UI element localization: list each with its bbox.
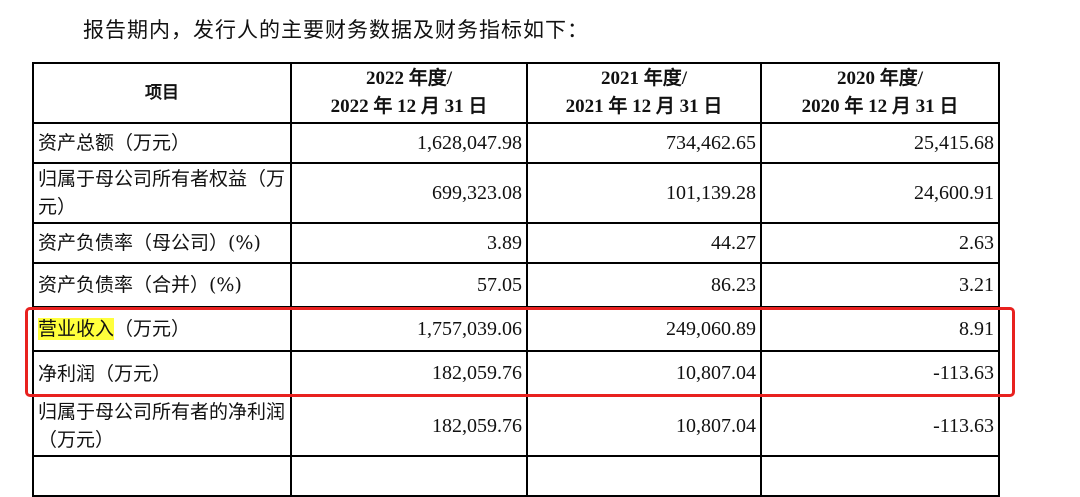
- row-label: 归属于母公司所有者权益（万元）: [32, 162, 292, 224]
- table-row: 归属于母公司所有者的净利润（万元） 182,059.76 10,807.04 -…: [32, 395, 1000, 457]
- cell-2020: 2.63: [760, 222, 1000, 264]
- row-label: 归属于母公司所有者的净利润（万元）: [32, 395, 292, 457]
- cell-2020: 25,415.68: [760, 122, 1000, 164]
- intro-text: 报告期内，发行人的主要财务数据及财务指标如下：: [83, 18, 589, 42]
- cell-2021: 44.27: [526, 222, 762, 264]
- table-row-net-profit: 净利润（万元） 182,059.76 10,807.04 -113.63: [32, 350, 1000, 397]
- row-label: 资产负债率（母公司）(%): [32, 222, 292, 264]
- cell-2022: 1,757,039.06: [290, 306, 528, 352]
- table-row-revenue: 营业收入（万元） 1,757,039.06 249,060.89 8.91: [32, 306, 1000, 352]
- row-label: [32, 455, 292, 497]
- row-label: 营业收入（万元）: [32, 306, 292, 352]
- cell-2022: 3.89: [290, 222, 528, 264]
- header-2020-line1: 2020 年度/: [836, 68, 924, 89]
- cell-2021: 10,807.04: [526, 350, 762, 397]
- cell-2021: 86.23: [526, 262, 762, 308]
- cell-2021: 10,807.04: [526, 395, 762, 457]
- cell-2020: -113.63: [760, 350, 1000, 397]
- cell-2022: 57.05: [290, 262, 528, 308]
- cell-2020: -113.63: [760, 395, 1000, 457]
- header-2020: 2020 年度/2020 年 12 月 31 日: [760, 62, 1000, 124]
- table-header-row: 项目 2022 年度/2022 年 12 月 31 日 2021 年度/2021…: [32, 62, 1000, 124]
- cell-2021: [526, 455, 762, 497]
- table-row: 归属于母公司所有者权益（万元） 699,323.08 101,139.28 24…: [32, 162, 1000, 224]
- red-annotation-box: [25, 307, 1015, 397]
- header-2022: 2022 年度/2022 年 12 月 31 日: [290, 62, 528, 124]
- cell-2022: 1,628,047.98: [290, 122, 528, 164]
- row-label: 净利润（万元）: [32, 350, 292, 397]
- header-2020-line2: 2020 年 12 月 31 日: [801, 96, 959, 117]
- row-label: 资产负债率（合并）(%): [32, 262, 292, 308]
- table-row: 资产负债率（母公司）(%) 3.89 44.27 2.63: [32, 222, 1000, 264]
- highlighted-text: 营业收入: [38, 318, 115, 340]
- header-2021-line1: 2021 年度/: [600, 68, 688, 89]
- table-row-cut-off: [32, 455, 1000, 497]
- table-row: 资产总额（万元） 1,628,047.98 734,462.65 25,415.…: [32, 122, 1000, 164]
- financial-data-table: 项目 2022 年度/2022 年 12 月 31 日 2021 年度/2021…: [32, 62, 1000, 497]
- cell-2022: 182,059.76: [290, 395, 528, 457]
- cell-2021: 249,060.89: [526, 306, 762, 352]
- cell-2022: [290, 455, 528, 497]
- cell-2022: 699,323.08: [290, 162, 528, 224]
- cell-2022: 182,059.76: [290, 350, 528, 397]
- row-label: 资产总额（万元）: [32, 122, 292, 164]
- cell-2020: 24,600.91: [760, 162, 1000, 224]
- cell-2021: 101,139.28: [526, 162, 762, 224]
- header-item: 项目: [32, 62, 292, 124]
- header-2022-line2: 2022 年 12 月 31 日: [330, 96, 488, 117]
- header-2021-line2: 2021 年 12 月 31 日: [565, 96, 723, 117]
- cell-2020: [760, 455, 1000, 497]
- header-2022-line1: 2022 年度/: [365, 68, 453, 89]
- cell-2021: 734,462.65: [526, 122, 762, 164]
- cell-2020: 3.21: [760, 262, 1000, 308]
- header-2021: 2021 年度/2021 年 12 月 31 日: [526, 62, 762, 124]
- row-label-unit: （万元）: [114, 318, 191, 340]
- table-row: 资产负债率（合并）(%) 57.05 86.23 3.21: [32, 262, 1000, 308]
